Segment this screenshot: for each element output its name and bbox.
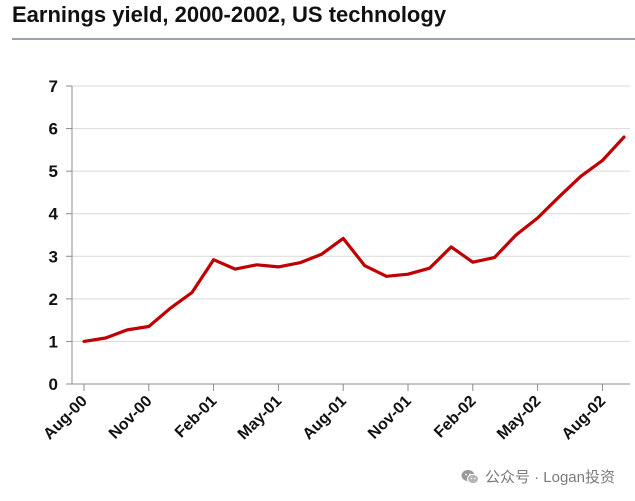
x-tick-label: Aug-01 — [300, 393, 350, 443]
x-tick-label: Aug-00 — [40, 393, 90, 443]
y-tick-label: 3 — [49, 247, 58, 266]
axes — [66, 85, 630, 391]
y-tick-label: 7 — [49, 77, 58, 96]
x-tick-label: Feb-01 — [172, 393, 221, 442]
x-tick-label: Nov-00 — [106, 393, 156, 443]
watermark-text: 公众号 · Logan投资 — [484, 469, 615, 486]
x-tick-label: Feb-02 — [431, 393, 480, 442]
y-tick-label: 2 — [49, 290, 58, 309]
title-divider — [12, 38, 635, 40]
x-tick-label: May-01 — [235, 393, 285, 443]
y-tick-label: 6 — [49, 120, 58, 139]
y-tick-labels: 0 1 2 3 4 5 6 7 — [49, 77, 59, 394]
y-tick-label: 4 — [49, 205, 59, 224]
chart-title: Earnings yield, 2000-2002, US technology — [12, 2, 447, 27]
x-tick-label: Nov-01 — [365, 393, 415, 443]
y-tick-label: 1 — [49, 332, 58, 351]
wechat-icon — [461, 469, 479, 484]
y-tick-label: 0 — [49, 375, 58, 394]
y-tick-label: 5 — [49, 162, 58, 181]
series-line-0 — [82, 135, 626, 343]
grid-lines — [72, 85, 630, 342]
x-tick-labels: Aug-00 Nov-00 Feb-01 May-01 Aug-01 Nov-01 Feb-… — [40, 393, 609, 443]
x-tick-label: May-02 — [494, 393, 544, 443]
watermark: 公众号 · Logan投资 — [461, 466, 615, 487]
x-tick-label: Aug-02 — [559, 393, 609, 443]
series-lines — [82, 135, 626, 343]
